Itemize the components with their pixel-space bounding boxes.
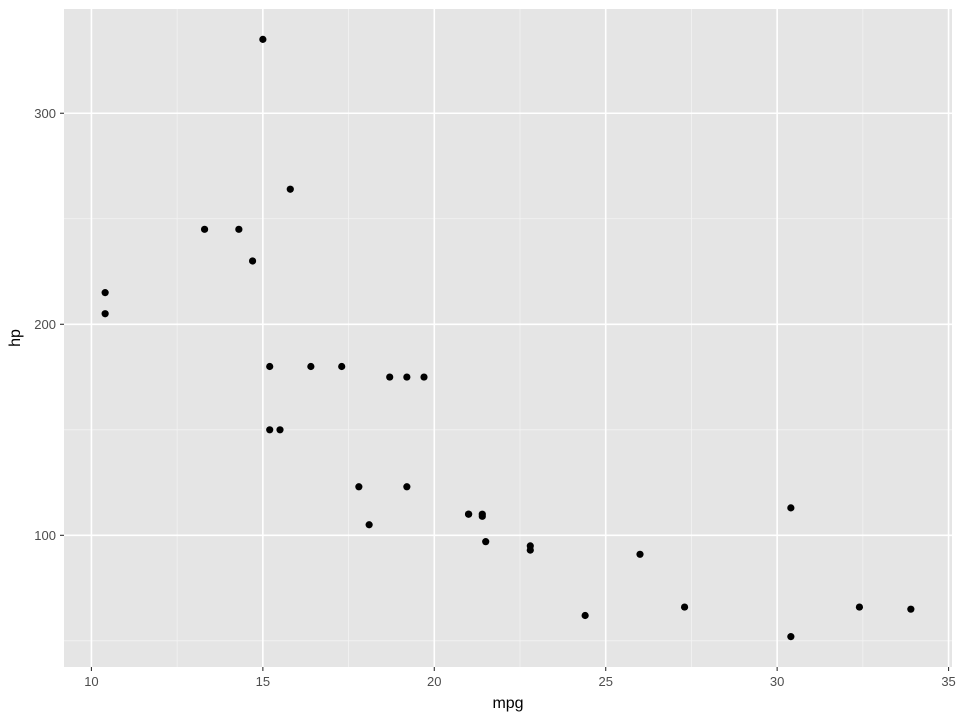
data-point xyxy=(478,512,486,520)
major-gridlines xyxy=(64,9,952,667)
x-tick-label: 20 xyxy=(427,674,441,689)
y-tick-label: 100 xyxy=(34,528,56,543)
data-point xyxy=(235,225,243,233)
data-point xyxy=(266,362,274,371)
x-tick-label: 15 xyxy=(256,674,270,689)
data-point xyxy=(101,289,109,297)
x-axis: 10 15 20 25 30 35 xyxy=(84,667,956,689)
data-point xyxy=(636,550,644,558)
minor-gridlines xyxy=(64,9,952,667)
data-point xyxy=(386,373,394,381)
data-point xyxy=(526,542,534,550)
x-tick-label: 10 xyxy=(84,674,98,689)
data-point xyxy=(403,373,411,381)
data-point xyxy=(338,362,346,371)
y-axis: 100 200 300 xyxy=(34,106,64,543)
data-point xyxy=(787,633,795,641)
x-tick-label: 35 xyxy=(941,674,955,689)
data-point xyxy=(482,538,490,546)
data-point xyxy=(581,611,589,620)
data-point xyxy=(101,310,109,318)
data-points xyxy=(101,35,915,641)
data-point xyxy=(248,257,257,265)
data-point xyxy=(200,225,209,233)
x-axis-title: mpg xyxy=(492,695,523,712)
data-point xyxy=(355,483,363,491)
data-point xyxy=(307,362,315,371)
data-point xyxy=(403,483,411,491)
x-tick-label: 30 xyxy=(770,674,784,689)
data-point xyxy=(907,605,915,613)
data-point xyxy=(286,185,294,193)
y-tick-label: 200 xyxy=(34,317,56,332)
data-point xyxy=(855,603,864,611)
y-tick-label: 300 xyxy=(34,106,56,121)
y-axis-title: hp xyxy=(7,329,24,347)
data-point xyxy=(259,35,267,43)
data-point xyxy=(420,373,428,381)
data-point xyxy=(276,426,284,434)
data-point xyxy=(787,504,795,512)
data-point xyxy=(680,603,689,611)
data-point xyxy=(464,510,473,518)
plot-panel xyxy=(64,9,952,667)
data-point xyxy=(266,426,274,434)
x-tick-label: 25 xyxy=(598,674,612,689)
data-point xyxy=(365,521,373,529)
